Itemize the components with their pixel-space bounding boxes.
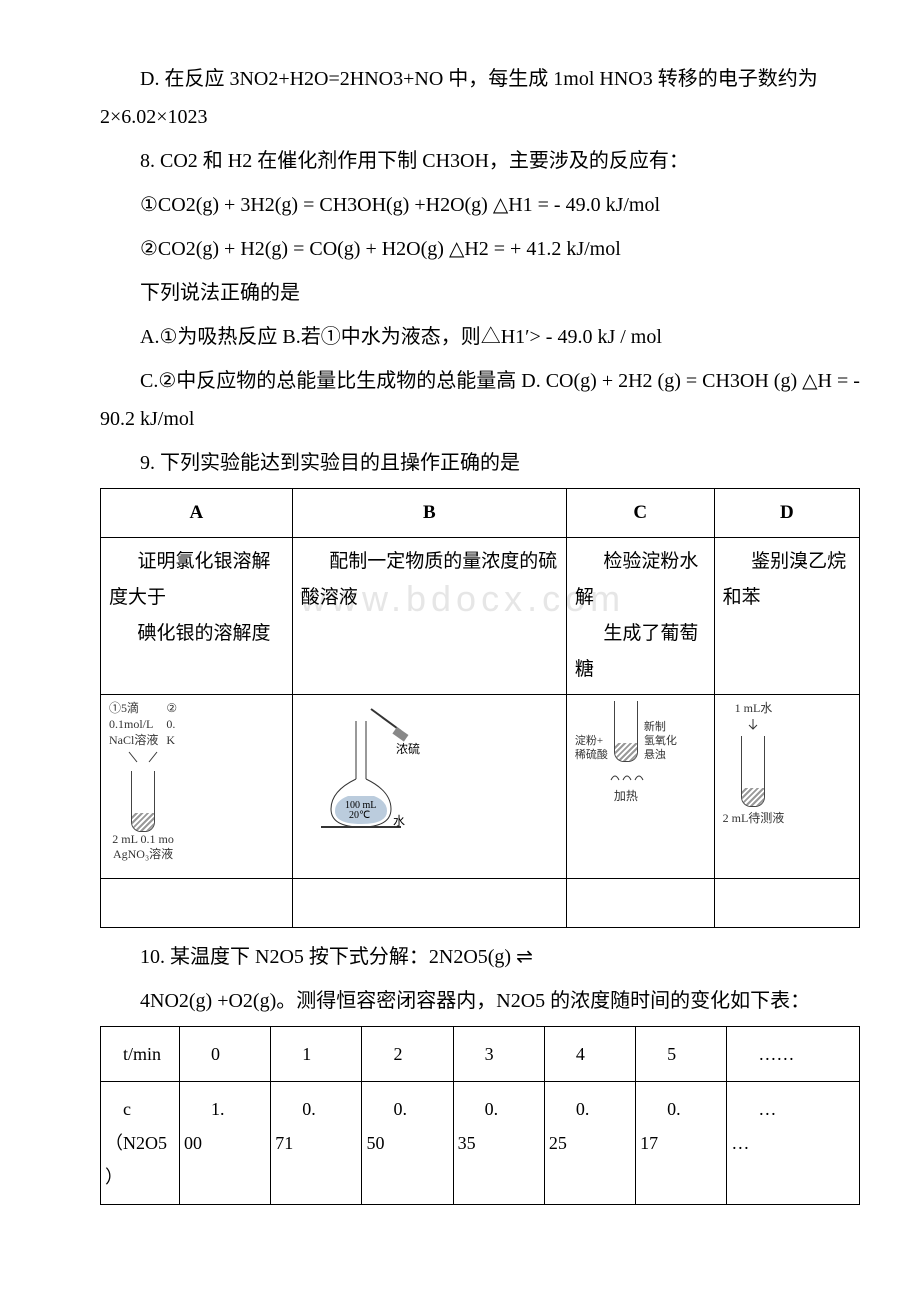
q9-header-c: C (566, 489, 714, 538)
heat-icon (601, 766, 651, 784)
q10-row2-label: c（N2O5） (101, 1081, 180, 1205)
text: 证明氯化银溶解度大于 (109, 544, 284, 616)
q8-eq1: ①CO2(g) + 3H2(g) = CH3OH(g) +H2O(g) △H1 … (100, 186, 860, 224)
table-row: t/min 0 1 2 3 4 5 …… (101, 1026, 860, 1081)
empty-cell (714, 878, 859, 927)
text: 碘化银的溶解度 (109, 616, 284, 652)
cell: 1 (271, 1026, 362, 1081)
text: 配制一定物质的量浓度的硫酸溶液 (301, 544, 558, 616)
q8-eq2: ②CO2(g) + H2(g) = CO(g) + H2O(g) △H2 = +… (100, 230, 860, 268)
diag-c-tube-label: 淀粉+ 稀硫酸 (575, 734, 608, 763)
q10-row1-label: t/min (101, 1026, 180, 1081)
empty-cell (101, 878, 293, 927)
diag-b-pour-label: 浓硫 (396, 741, 420, 756)
diag-d-add-label: 1 mL水 (723, 701, 785, 717)
diag-a-left-label: ①5滴 0.1mol/L NaCl溶液 (109, 701, 158, 748)
q8-prompt: 下列说法正确的是 (100, 274, 860, 312)
q9-diagram-c: 淀粉+ 稀硫酸 新制 氢氧化 悬浊 加热 (566, 695, 714, 878)
q9-header-a: A (101, 489, 293, 538)
diag-a-bottom-label: 2 mL 0.1 mo AgNO₃溶液 (109, 832, 177, 863)
q8-option-cd: C.②中反应物的总能量比生成物的总能量高 D. CO(g) + 2H2 (g) … (100, 362, 860, 438)
table-row (101, 878, 860, 927)
diag-d-bottom-label: 2 mL待测液 (723, 811, 785, 827)
q9-table: A B C D 证明氯化银溶解度大于 碘化银的溶解度 配制一定物质的量浓度的硫酸… (100, 488, 860, 928)
table-row: 证明氯化银溶解度大于 碘化银的溶解度 配制一定物质的量浓度的硫酸溶液 检验淀粉水… (101, 538, 860, 695)
q9-diagram-a: ①5滴 0.1mol/L NaCl溶液 ② 0. K 2 mL 0.1 mo A… (101, 695, 293, 878)
empty-cell (292, 878, 566, 927)
cell: 3 (453, 1026, 544, 1081)
q9-header-d: D (714, 489, 859, 538)
diag-b-water-label: 水 (393, 814, 405, 828)
test-tube-icon (131, 771, 155, 832)
cell: …… (727, 1026, 860, 1081)
q8-option-ab: A.①为吸热反应 B.若①中水为液态，则△H1′> - 49.0 kJ / mo… (100, 318, 860, 356)
q9-desc-c: 检验淀粉水解 生成了葡萄糖 (566, 538, 714, 695)
cell: 0.71 (271, 1081, 362, 1205)
table-row: c（N2O5） 1.00 0.71 0.50 0.35 0.25 0.17 …… (101, 1081, 860, 1205)
q9-diagram-b: 浓硫 100 mL 20℃ 水 (292, 695, 566, 878)
cell: 5 (636, 1026, 727, 1081)
text: 检验淀粉水解 (575, 544, 706, 616)
volumetric-flask-icon: 浓硫 100 mL 20℃ 水 (301, 701, 421, 831)
q9-header-b: B (292, 489, 566, 538)
diag-c-add-label: 新制 氢氧化 悬浊 (644, 720, 677, 763)
diag-c-heat-label: 加热 (575, 789, 677, 805)
cell: 0 (180, 1026, 271, 1081)
q10-stem-1: 10. 某温度下 N2O5 按下式分解：2N2O5(g) ⇌ (100, 938, 860, 976)
table-row: A B C D (101, 489, 860, 538)
dropper-icon (738, 717, 768, 731)
cell: 1.00 (180, 1081, 271, 1205)
diag-a-right-label: ② 0. K (166, 701, 177, 748)
cell: 0.35 (453, 1081, 544, 1205)
q10-table: t/min 0 1 2 3 4 5 …… c（N2O5） 1.00 0.71 0… (100, 1026, 860, 1206)
q9-stem: 9. 下列实验能达到实验目的且操作正确的是 (100, 444, 860, 482)
cell: 0.17 (636, 1081, 727, 1205)
q9-desc-d: 鉴别溴乙烷和苯 (714, 538, 859, 695)
cell: 4 (544, 1026, 635, 1081)
q9-diagram-d: 1 mL水 2 mL待测液 (714, 695, 859, 878)
cell: 0.50 (362, 1081, 453, 1205)
q9-desc-b: 配制一定物质的量浓度的硫酸溶液 (292, 538, 566, 695)
text: 生成了葡萄糖 (575, 616, 706, 688)
test-tube-icon (614, 701, 638, 762)
dropper-icon (123, 750, 163, 764)
cell: …… (727, 1081, 860, 1205)
cell: 2 (362, 1026, 453, 1081)
q9-desc-a: 证明氯化银溶解度大于 碘化银的溶解度 (101, 538, 293, 695)
svg-text:20℃: 20℃ (349, 810, 370, 821)
q10-stem-2: 4NO2(g) +O2(g)。测得恒容密闭容器内，N2O5 的浓度随时间的变化如… (100, 982, 860, 1020)
q7-option-d: D. 在反应 3NO2+H2O=2HNO3+NO 中，每生成 1mol HNO3… (100, 60, 860, 136)
text: 鉴别溴乙烷和苯 (723, 544, 851, 616)
table-row: ①5滴 0.1mol/L NaCl溶液 ② 0. K 2 mL 0.1 mo A… (101, 695, 860, 878)
cell: 0.25 (544, 1081, 635, 1205)
test-tube-icon (741, 736, 765, 807)
empty-cell (566, 878, 714, 927)
q8-stem: 8. CO2 和 H2 在催化剂作用下制 CH3OH，主要涉及的反应有： (100, 142, 860, 180)
